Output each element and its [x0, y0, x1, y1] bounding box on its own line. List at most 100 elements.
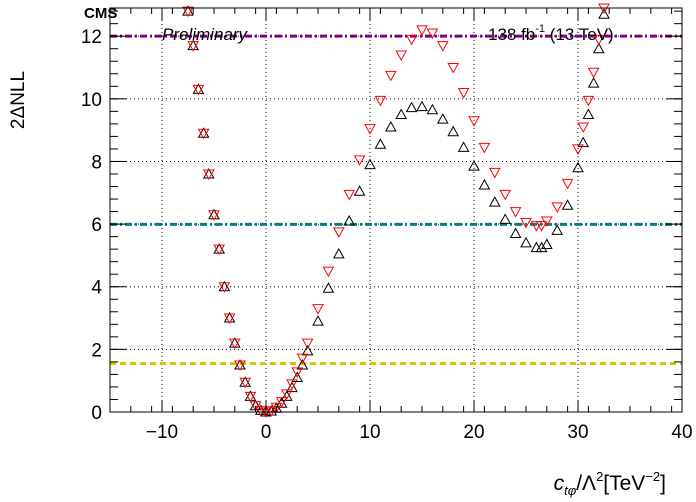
x-axis-label: ctφ/Λ2[TeV−2]: [554, 469, 666, 498]
data-point: [228, 338, 241, 350]
y-tick-label: 6: [91, 215, 102, 236]
data-point: [312, 304, 324, 315]
data-point: [301, 338, 314, 350]
y-tick-label: 12: [81, 27, 102, 48]
data-point: [572, 144, 584, 155]
series-2: [182, 3, 610, 419]
data-point: [572, 161, 584, 173]
data-point: [577, 122, 590, 134]
data-point: [213, 244, 226, 256]
y-tick-label: 2: [91, 340, 102, 361]
y-tick-label: 4: [91, 278, 102, 299]
data-point: [192, 84, 205, 96]
data-point: [353, 185, 366, 196]
y-tick-label: 0: [91, 403, 102, 424]
data-point: [447, 125, 460, 137]
data-point: [582, 108, 595, 119]
data-point: [561, 178, 574, 190]
data-point: [436, 113, 449, 124]
data-point: [551, 224, 564, 235]
data-point: [499, 189, 512, 201]
x-label-unit-exponent: −2: [645, 469, 660, 484]
data-point: [296, 358, 309, 370]
y-tick-label: 8: [91, 152, 102, 173]
data-point: [270, 402, 283, 414]
data-point: [520, 218, 532, 229]
data-point: [509, 227, 522, 238]
data-point: [587, 67, 600, 79]
data-point: [405, 34, 418, 46]
threshold-lines: [110, 34, 682, 365]
data-point: [520, 236, 532, 248]
x-tick-label: −10: [146, 422, 178, 443]
data-point: [234, 360, 246, 372]
data-point: [312, 315, 324, 326]
data-point: [436, 41, 449, 52]
lumi-exponent: -1: [535, 23, 545, 35]
data-point: [208, 210, 220, 221]
data-point: [202, 169, 215, 181]
data-point: [218, 282, 231, 293]
data-point: [395, 50, 408, 62]
axis-tick-labels: −10 0 10 20 30 40 0 2 4 6 8 10 12: [81, 27, 693, 443]
data-point: [332, 227, 345, 238]
data-point: [540, 238, 553, 249]
data-point: [582, 95, 595, 107]
x-tick-label: 20: [463, 422, 484, 443]
data-point: [286, 379, 298, 390]
data-point: [286, 381, 298, 393]
data-point: [343, 189, 356, 201]
plot-frame: [109, 7, 683, 413]
data-point: [426, 28, 439, 40]
data-point: [540, 216, 553, 227]
data-point: [265, 406, 278, 417]
data-point: [291, 371, 304, 383]
data-point: [291, 367, 304, 378]
data-point: [322, 266, 335, 278]
data-point: [426, 103, 439, 115]
data-point: [322, 282, 335, 293]
x-label-close: ]: [660, 472, 666, 495]
data-point: [275, 397, 288, 408]
data-point: [416, 25, 428, 36]
data-point: [244, 391, 257, 403]
data-point: [364, 124, 376, 135]
data-point: [592, 34, 605, 46]
data-point: [468, 116, 480, 127]
data-point: [254, 405, 267, 417]
data-point: [395, 108, 408, 119]
data-point: [535, 221, 548, 232]
x-tick-label: 40: [671, 422, 692, 443]
x-tick-label: 0: [261, 422, 272, 443]
x-tick-label: 10: [359, 422, 380, 443]
data-point: [197, 128, 210, 140]
data-point: [280, 390, 293, 401]
data-point: [457, 88, 470, 99]
data-point: [577, 136, 590, 148]
y-axis-label: 2ΔNLL: [8, 71, 29, 129]
data-point: [405, 101, 418, 113]
data-point: [332, 247, 345, 259]
data-point: [223, 313, 236, 325]
data-series: [182, 3, 610, 419]
x-label-lambda: /Λ: [576, 472, 596, 495]
data-point: [301, 344, 314, 356]
x-label-c: c: [554, 472, 565, 495]
lumi-energy: (13 TeV): [545, 25, 614, 44]
data-point: [187, 41, 200, 52]
luminosity-label: 138 fb-1 (13 TeV): [488, 23, 614, 44]
data-point: [509, 207, 522, 218]
data-point: [551, 202, 564, 213]
data-point: [561, 199, 574, 210]
data-point: [364, 158, 376, 170]
data-point: [280, 389, 293, 400]
data-point: [343, 214, 356, 226]
data-point: [239, 377, 252, 389]
data-point: [296, 353, 309, 365]
x-label-square: 2: [596, 469, 603, 484]
data-point: [182, 6, 194, 18]
data-point: [478, 142, 491, 154]
axis-ticks: [109, 8, 683, 413]
